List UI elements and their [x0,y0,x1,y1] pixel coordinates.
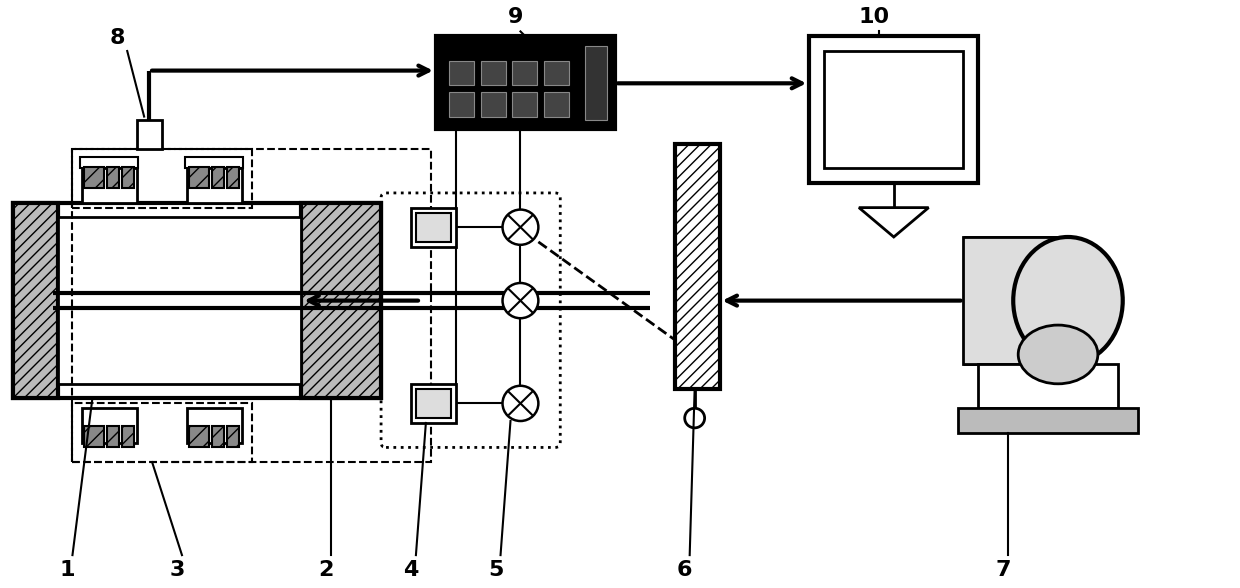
Bar [449,92,474,116]
Bar [188,166,208,188]
Bar [72,403,252,462]
Bar [188,426,208,447]
Bar [185,157,243,169]
Bar [108,166,119,188]
Bar [544,61,569,85]
Bar [978,364,1117,408]
Bar [415,389,451,418]
Bar [825,51,963,169]
Text: 1: 1 [60,560,76,580]
Bar [544,92,569,116]
Text: 4: 4 [403,560,419,580]
Bar [481,92,506,116]
Bar [72,149,430,462]
Bar [585,46,608,119]
Text: 2: 2 [319,560,334,580]
Text: 10: 10 [858,6,889,26]
Circle shape [684,408,704,428]
Text: 6: 6 [677,560,692,580]
Circle shape [502,283,538,318]
Bar [187,408,242,443]
Bar [959,408,1137,433]
Bar [81,157,138,169]
Bar [12,203,57,399]
Bar [57,218,301,384]
Bar [123,166,134,188]
Bar [82,408,138,443]
Bar [415,212,451,242]
Bar [12,203,381,399]
Bar [512,61,537,85]
Bar [410,208,456,247]
Bar [84,426,104,447]
Bar [227,426,239,447]
Bar [72,149,252,208]
Bar [227,166,239,188]
Bar [810,36,978,183]
Bar [84,166,104,188]
Text: 9: 9 [508,6,523,26]
Circle shape [502,209,538,245]
Bar [212,166,223,188]
Text: 7: 7 [996,560,1011,580]
Bar [138,119,162,149]
Bar [212,426,223,447]
Bar [963,237,1073,364]
Bar [512,92,537,116]
Bar [435,36,615,129]
Bar [449,61,474,85]
Circle shape [502,386,538,421]
Polygon shape [859,208,929,237]
Bar [675,144,719,389]
Text: 5: 5 [487,560,503,580]
Bar [82,169,138,203]
Bar [123,426,134,447]
Bar [108,426,119,447]
Bar [301,203,381,399]
Bar [481,61,506,85]
Text: 8: 8 [109,28,125,48]
Ellipse shape [1018,325,1097,384]
Bar [410,384,456,423]
Ellipse shape [1013,237,1122,364]
Text: 3: 3 [170,560,185,580]
Bar [187,169,242,203]
